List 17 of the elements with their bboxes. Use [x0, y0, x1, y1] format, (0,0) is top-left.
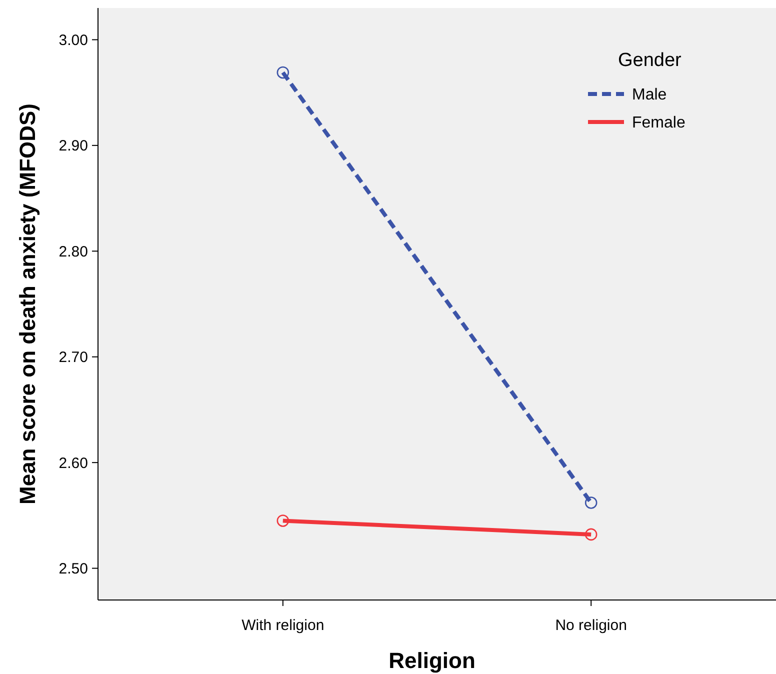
y-tick-label: 2.50	[58, 560, 88, 578]
point	[584, 496, 598, 509]
point	[276, 514, 290, 527]
y-tick-label: 2.80	[58, 243, 88, 260]
legend-label: Female	[632, 114, 686, 132]
legend-title: Gender	[618, 50, 682, 71]
legend-label: Male	[632, 86, 667, 104]
point	[276, 66, 290, 79]
y-tick-label: 3.00	[58, 32, 88, 49]
point	[584, 528, 598, 541]
x-axis-title: Religion	[388, 648, 476, 673]
y-tick-label: 2.60	[58, 454, 88, 472]
x-tick-label: With religion	[242, 617, 324, 634]
x-tick-label: No religion	[555, 617, 627, 634]
y-axis-title: Mean score on death anxiety (MFODS)	[15, 104, 40, 504]
y-tick-label: 2.90	[58, 138, 88, 155]
y-tick-label: 2.70	[58, 349, 88, 366]
